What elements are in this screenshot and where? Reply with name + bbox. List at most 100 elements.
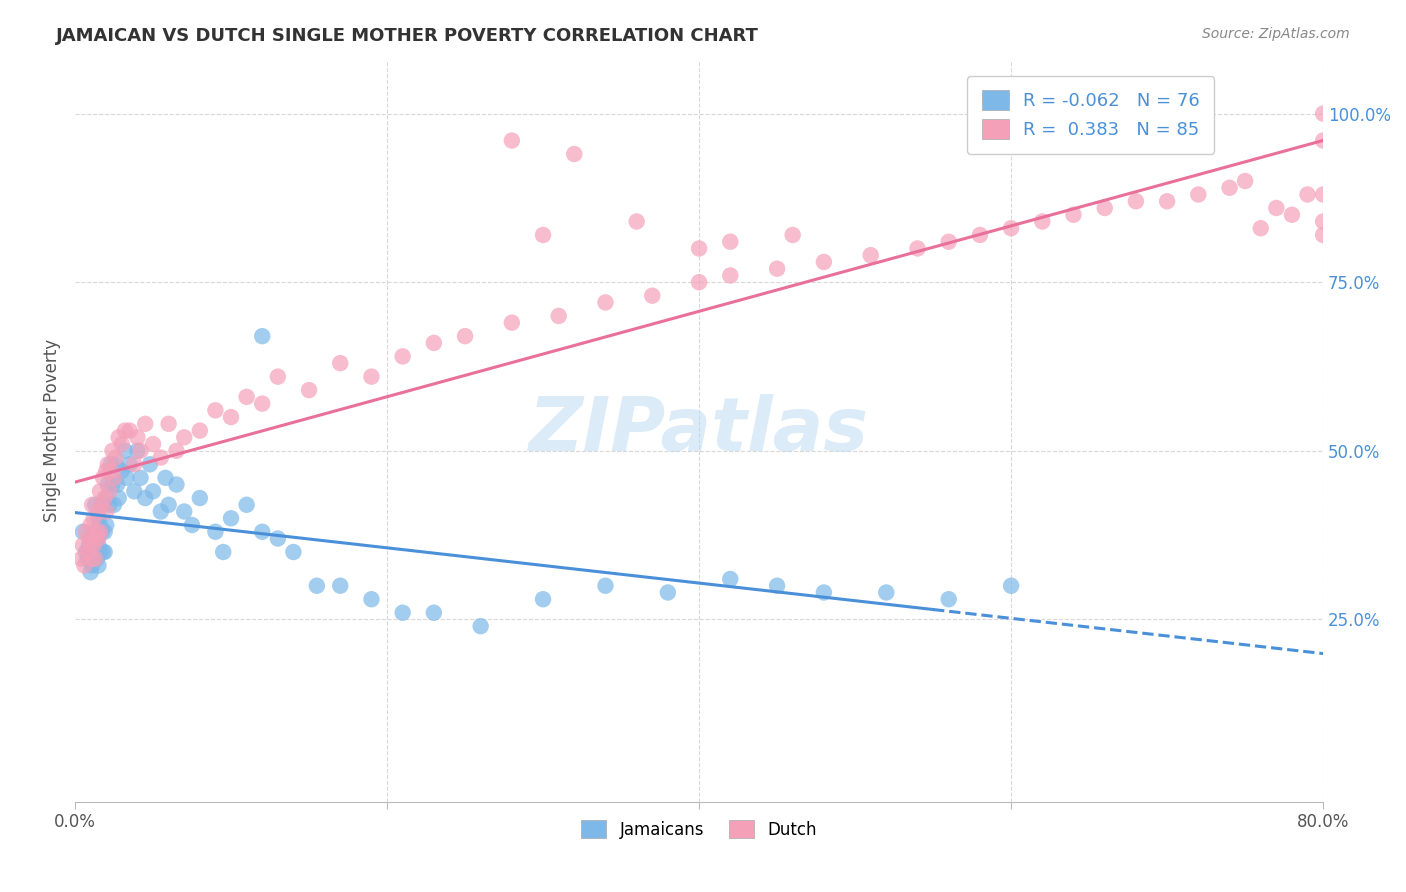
Point <box>938 592 960 607</box>
Point <box>718 268 741 283</box>
Point <box>142 484 165 499</box>
Point <box>391 606 413 620</box>
Point <box>73 558 96 573</box>
Point <box>127 443 149 458</box>
Point <box>204 524 226 539</box>
Point <box>641 288 664 302</box>
Point <box>813 255 835 269</box>
Point <box>127 430 149 444</box>
Point <box>84 532 107 546</box>
Point <box>1312 214 1334 228</box>
Point <box>124 458 146 472</box>
Point <box>111 464 134 478</box>
Point <box>1312 187 1334 202</box>
Point <box>360 592 382 607</box>
Point <box>96 504 118 518</box>
Point <box>103 471 125 485</box>
Point <box>76 551 98 566</box>
Point <box>118 458 141 472</box>
Point <box>813 585 835 599</box>
Point <box>98 498 121 512</box>
Point <box>252 329 274 343</box>
Point <box>79 532 101 546</box>
Point <box>1000 221 1022 235</box>
Point <box>531 592 554 607</box>
Point <box>782 227 804 242</box>
Point <box>101 477 124 491</box>
Point <box>129 443 152 458</box>
Point <box>70 551 93 566</box>
Point <box>83 538 105 552</box>
Point <box>283 545 305 559</box>
Point <box>134 417 156 431</box>
Point <box>77 538 100 552</box>
Point <box>907 242 929 256</box>
Point <box>96 491 118 505</box>
Point <box>82 551 104 566</box>
Point <box>75 524 97 539</box>
Point <box>82 558 104 573</box>
Point <box>90 524 112 539</box>
Point <box>181 518 204 533</box>
Point <box>107 430 129 444</box>
Point <box>1281 208 1303 222</box>
Point <box>454 329 477 343</box>
Point <box>149 504 172 518</box>
Y-axis label: Single Mother Poverty: Single Mother Poverty <box>44 339 60 522</box>
Point <box>219 511 242 525</box>
Point <box>329 356 352 370</box>
Point <box>1187 187 1209 202</box>
Point <box>219 410 242 425</box>
Point <box>86 551 108 566</box>
Point <box>79 538 101 552</box>
Point <box>157 417 180 431</box>
Point <box>267 369 290 384</box>
Point <box>87 532 110 546</box>
Point <box>90 498 112 512</box>
Point <box>1218 180 1240 194</box>
Point <box>97 458 120 472</box>
Point <box>89 518 111 533</box>
Point <box>298 383 321 397</box>
Point <box>98 484 121 499</box>
Point <box>252 524 274 539</box>
Point <box>688 275 710 289</box>
Point <box>1250 221 1272 235</box>
Point <box>1312 134 1334 148</box>
Point <box>718 572 741 586</box>
Point <box>84 524 107 539</box>
Point <box>657 585 679 599</box>
Point <box>501 134 523 148</box>
Point <box>859 248 882 262</box>
Point <box>1312 227 1334 242</box>
Point <box>139 458 162 472</box>
Point <box>101 443 124 458</box>
Point <box>688 242 710 256</box>
Point <box>188 424 211 438</box>
Point <box>72 524 94 539</box>
Point <box>1125 194 1147 209</box>
Point <box>718 235 741 249</box>
Point <box>142 437 165 451</box>
Point <box>235 390 257 404</box>
Point <box>82 498 104 512</box>
Point <box>1063 208 1085 222</box>
Point <box>1031 214 1053 228</box>
Point <box>79 566 101 580</box>
Point <box>93 524 115 539</box>
Point <box>562 147 585 161</box>
Point <box>104 450 127 465</box>
Point <box>969 227 991 242</box>
Point <box>93 491 115 505</box>
Point <box>89 484 111 499</box>
Point <box>305 579 328 593</box>
Point <box>531 227 554 242</box>
Point <box>595 579 617 593</box>
Point <box>72 538 94 552</box>
Point <box>83 511 105 525</box>
Legend: Jamaicans, Dutch: Jamaicans, Dutch <box>575 814 824 846</box>
Point <box>1312 106 1334 120</box>
Point <box>111 437 134 451</box>
Point <box>86 532 108 546</box>
Point <box>87 504 110 518</box>
